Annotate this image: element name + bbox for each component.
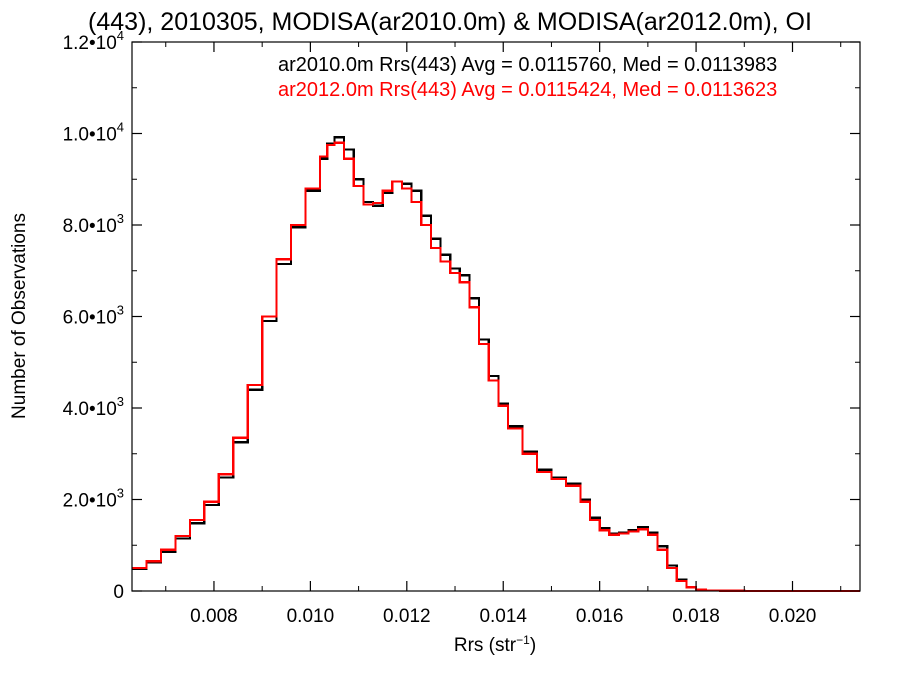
y-tick-label: 1.0•104 bbox=[63, 120, 124, 146]
series-line-1 bbox=[132, 141, 860, 593]
y-tick-label: 6.0•103 bbox=[63, 303, 124, 329]
plot-frame bbox=[131, 41, 861, 592]
series-line-0 bbox=[132, 136, 860, 593]
y-tick-label: 8.0•103 bbox=[63, 211, 124, 237]
y-tick-label: 4.0•103 bbox=[63, 394, 124, 420]
chart-title: (443), 2010305, MODISA(ar2010.0m) & MODI… bbox=[88, 8, 812, 36]
x-tick-label: 0.016 bbox=[576, 606, 624, 627]
x-tick-label: 0.010 bbox=[287, 606, 335, 627]
x-tick-label: 0.020 bbox=[769, 606, 817, 627]
x-tick-label: 0.014 bbox=[479, 606, 527, 627]
axis-ticks: 0.008 0.010 0.012 0.014 0.016 0.018 0.020 0 2.0•… bbox=[63, 28, 860, 627]
x-tick-label: 0.018 bbox=[672, 606, 720, 627]
legend-entry-0: ar2010.0m Rrs(443) Avg = 0.0115760, Med … bbox=[278, 54, 777, 76]
legend-entry-1: ar2012.0m Rrs(443) Avg = 0.0115424, Med … bbox=[278, 79, 777, 101]
y-tick-label: 2.0•103 bbox=[63, 486, 124, 512]
x-tick-label: 0.008 bbox=[190, 606, 238, 627]
y-tick-label: 0 bbox=[113, 582, 124, 603]
y-axis-label: Number of Observations bbox=[9, 213, 30, 419]
x-tick-label: 0.012 bbox=[383, 606, 431, 627]
x-axis-label: Rrs (str−1) bbox=[454, 633, 536, 656]
y-tick-label: 1.2•104 bbox=[63, 28, 124, 54]
legend: ar2010.0m Rrs(443) Avg = 0.0115760, Med … bbox=[278, 54, 777, 101]
series-layer bbox=[132, 136, 860, 593]
